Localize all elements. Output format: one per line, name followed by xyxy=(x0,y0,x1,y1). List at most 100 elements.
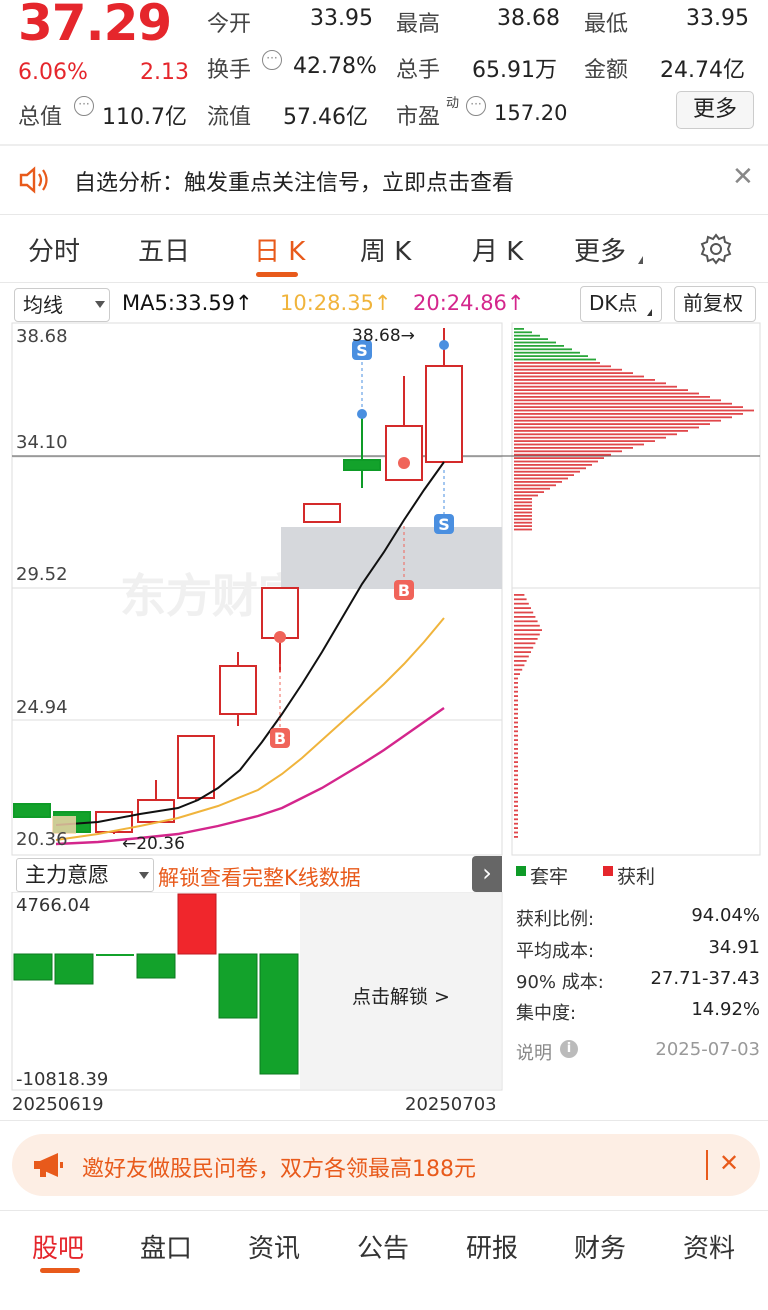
gear-icon[interactable] xyxy=(700,233,732,265)
sell-marker-icon[interactable] xyxy=(434,514,454,534)
buy-marker-icon[interactable] xyxy=(270,728,290,748)
tab-profile[interactable]: 资料 xyxy=(683,1234,736,1264)
active-tab-indicator xyxy=(40,1268,80,1273)
more-button[interactable]: 更多 xyxy=(676,91,754,129)
stat-label: 获利比例: xyxy=(516,909,595,930)
chip-bar xyxy=(514,484,556,487)
chip-bar xyxy=(514,620,538,623)
tab-more[interactable]: 更多 xyxy=(574,237,627,267)
chip-bar xyxy=(514,426,699,429)
unlock-button[interactable]: 点击解锁 > xyxy=(352,986,450,1008)
notice-bar[interactable]: 自选分析：触发重点关注信号，立即点击查看 ✕ xyxy=(0,146,768,214)
close-icon[interactable]: ✕ xyxy=(719,1149,740,1177)
chip-bar xyxy=(514,528,532,531)
legend-trap: 套牢 xyxy=(530,866,569,888)
chip-bar xyxy=(514,470,580,473)
stat-label: 平均成本: xyxy=(516,941,595,962)
note-label[interactable]: 说明 xyxy=(516,1043,552,1064)
chip-bar xyxy=(514,756,518,759)
tab-daily-k[interactable]: 日 K xyxy=(254,237,306,267)
chip-bar xyxy=(514,328,524,330)
chip-bar xyxy=(514,518,532,521)
chip-bar xyxy=(514,375,644,378)
amount-label: 金额 xyxy=(584,58,629,83)
chip-bar xyxy=(514,748,518,750)
k-chart[interactable]: 东方财富 S S B B 38.68→ ←20.36 xyxy=(0,322,768,858)
chip-bar xyxy=(514,624,540,627)
chip-bar xyxy=(514,616,536,618)
chip-bar xyxy=(514,477,568,480)
chip-bar xyxy=(514,822,518,825)
close-icon[interactable]: ✕ xyxy=(732,162,754,192)
corner-arrow-icon xyxy=(647,309,652,316)
ma-select[interactable]: 均线 xyxy=(14,288,110,322)
tab-announce[interactable]: 公告 xyxy=(357,1234,410,1264)
low-label: 最低 xyxy=(584,12,629,37)
tab-research[interactable]: 研报 xyxy=(466,1234,519,1264)
chip-bar xyxy=(514,453,611,456)
chip-bar xyxy=(514,827,518,829)
tab-weekly-k[interactable]: 周 K xyxy=(360,237,412,267)
tab-five-day[interactable]: 五日 xyxy=(138,237,191,267)
tab-monthly-k[interactable]: 月 K xyxy=(472,237,524,267)
megaphone-icon xyxy=(34,1153,63,1177)
stat-value: 94.04% xyxy=(691,905,760,926)
chip-bar xyxy=(514,358,596,361)
chip-bar xyxy=(514,341,556,344)
dk-point-button[interactable]: DK点 xyxy=(580,286,662,322)
more-icon[interactable]: ··· xyxy=(262,50,282,70)
chip-bar xyxy=(514,423,710,425)
chip-bar xyxy=(514,436,666,439)
volume-value: 65.91万 xyxy=(472,58,557,83)
y-label: 29.52 xyxy=(16,564,68,585)
mcap-label: 总值 xyxy=(18,105,63,130)
indicator-select[interactable]: 主力意愿 xyxy=(16,858,154,892)
chip-bar xyxy=(514,450,622,453)
chip-bar xyxy=(514,730,518,733)
chip-bar xyxy=(514,629,542,631)
chip-bar xyxy=(514,770,518,772)
survey-banner[interactable]: 邀好友做股民问卷，双方各领最高188元 ✕ xyxy=(12,1134,760,1196)
chip-bar xyxy=(514,642,536,645)
chip-bar xyxy=(514,402,732,405)
chip-bar xyxy=(514,494,538,497)
chevron-down-icon xyxy=(139,872,149,879)
chip-bar xyxy=(514,743,518,746)
last-price: 37.29 xyxy=(18,0,172,52)
ma-select-label: 均线 xyxy=(23,293,63,317)
tab-pankou[interactable]: 盘口 xyxy=(140,1234,193,1264)
tab-guba[interactable]: 股吧 xyxy=(32,1234,85,1264)
chip-bar xyxy=(514,504,532,507)
chip-bar xyxy=(514,739,518,741)
chip-bar xyxy=(514,765,518,768)
pe-value: 157.20 xyxy=(494,101,568,125)
tab-finance[interactable]: 财务 xyxy=(574,1234,627,1264)
sell-marker-icon[interactable] xyxy=(352,340,372,360)
unlock-link[interactable]: 解锁查看完整K线数据 xyxy=(158,866,361,890)
candle-body xyxy=(219,665,257,715)
chip-bar xyxy=(514,717,518,719)
stat-value: 27.71-37.43 xyxy=(650,968,760,989)
chip-bar xyxy=(514,430,688,432)
more-icon[interactable]: ··· xyxy=(466,96,486,116)
tab-intraday[interactable]: 分时 xyxy=(28,237,81,267)
chip-bar xyxy=(514,646,534,649)
chip-bar xyxy=(514,368,622,371)
chevron-right-icon[interactable]: › xyxy=(472,856,502,892)
more-icon[interactable]: ··· xyxy=(74,96,94,116)
chip-bar xyxy=(514,413,743,415)
chip-bar xyxy=(514,655,529,658)
tab-news[interactable]: 资讯 xyxy=(248,1234,301,1264)
adjust-button[interactable]: 前复权 xyxy=(674,286,756,322)
svg-text:S: S xyxy=(356,341,368,360)
y-label: 34.10 xyxy=(16,432,68,453)
chip-bar xyxy=(514,501,532,504)
stat-label: 集中度: xyxy=(516,1003,577,1024)
buy-marker-icon[interactable] xyxy=(394,580,414,600)
chip-bar xyxy=(514,677,518,680)
chip-bar xyxy=(514,682,518,684)
high-label: 最高 xyxy=(396,12,441,37)
mcap-value: 110.7亿 xyxy=(102,105,187,130)
banner-text: 邀好友做股民问卷，双方各领最高188元 xyxy=(82,1157,476,1182)
info-icon[interactable]: i xyxy=(560,1040,578,1058)
